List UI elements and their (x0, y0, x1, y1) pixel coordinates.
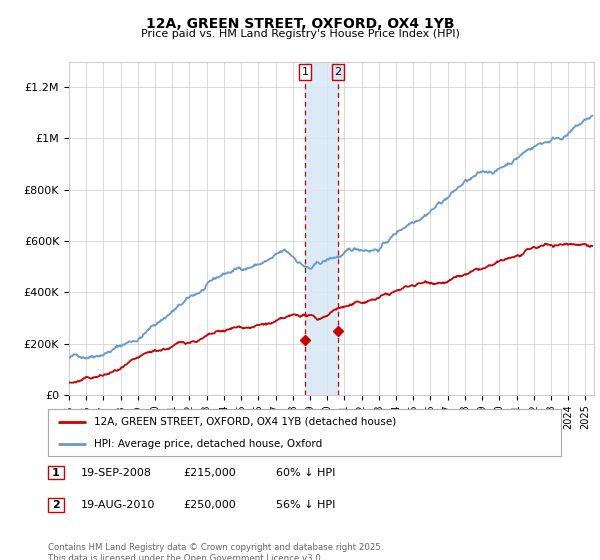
Text: 12A, GREEN STREET, OXFORD, OX4 1YB: 12A, GREEN STREET, OXFORD, OX4 1YB (146, 17, 454, 31)
Text: Price paid vs. HM Land Registry's House Price Index (HPI): Price paid vs. HM Land Registry's House … (140, 29, 460, 39)
Bar (305, 62, 338, 395)
Text: 60% ↓ HPI: 60% ↓ HPI (276, 468, 335, 478)
Text: £215,000: £215,000 (183, 468, 236, 478)
Text: £250,000: £250,000 (183, 500, 236, 510)
Text: 12A, GREEN STREET, OXFORD, OX4 1YB (detached house): 12A, GREEN STREET, OXFORD, OX4 1YB (deta… (94, 417, 397, 427)
Text: 1: 1 (52, 468, 59, 478)
Text: 2: 2 (52, 500, 59, 510)
Text: Contains HM Land Registry data © Crown copyright and database right 2025.
This d: Contains HM Land Registry data © Crown c… (48, 543, 383, 560)
Text: 19-SEP-2008: 19-SEP-2008 (81, 468, 152, 478)
Text: 19-AUG-2010: 19-AUG-2010 (81, 500, 155, 510)
Text: 1: 1 (302, 67, 308, 77)
Text: 56% ↓ HPI: 56% ↓ HPI (276, 500, 335, 510)
Text: HPI: Average price, detached house, Oxford: HPI: Average price, detached house, Oxfo… (94, 438, 322, 449)
Text: 2: 2 (334, 67, 341, 77)
